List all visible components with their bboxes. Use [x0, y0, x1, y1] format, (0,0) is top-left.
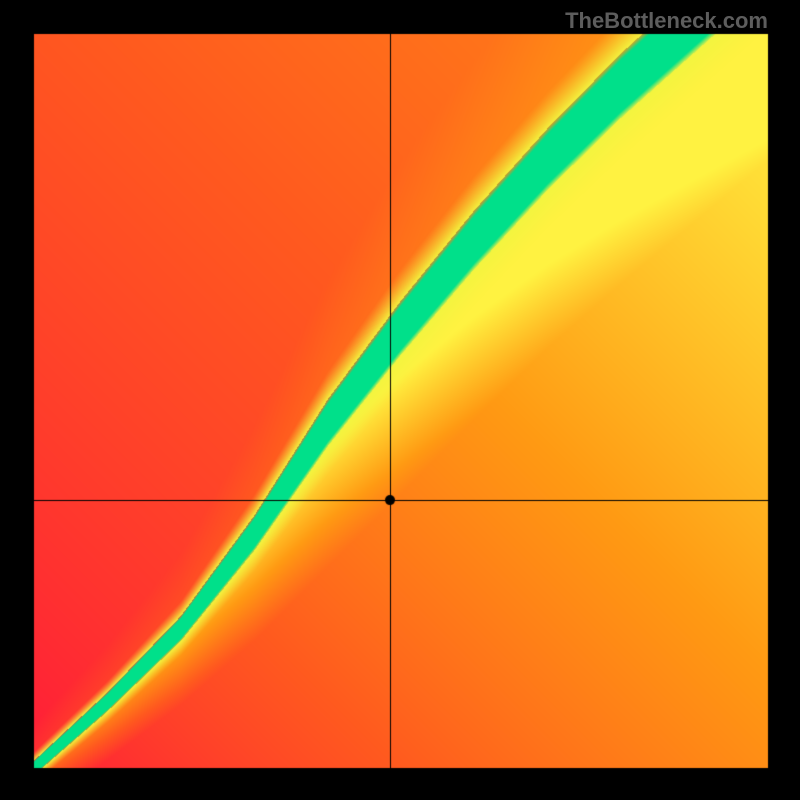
watermark-text: TheBottleneck.com	[565, 8, 768, 34]
chart-container: TheBottleneck.com	[0, 0, 800, 800]
heatmap-canvas	[0, 0, 800, 800]
